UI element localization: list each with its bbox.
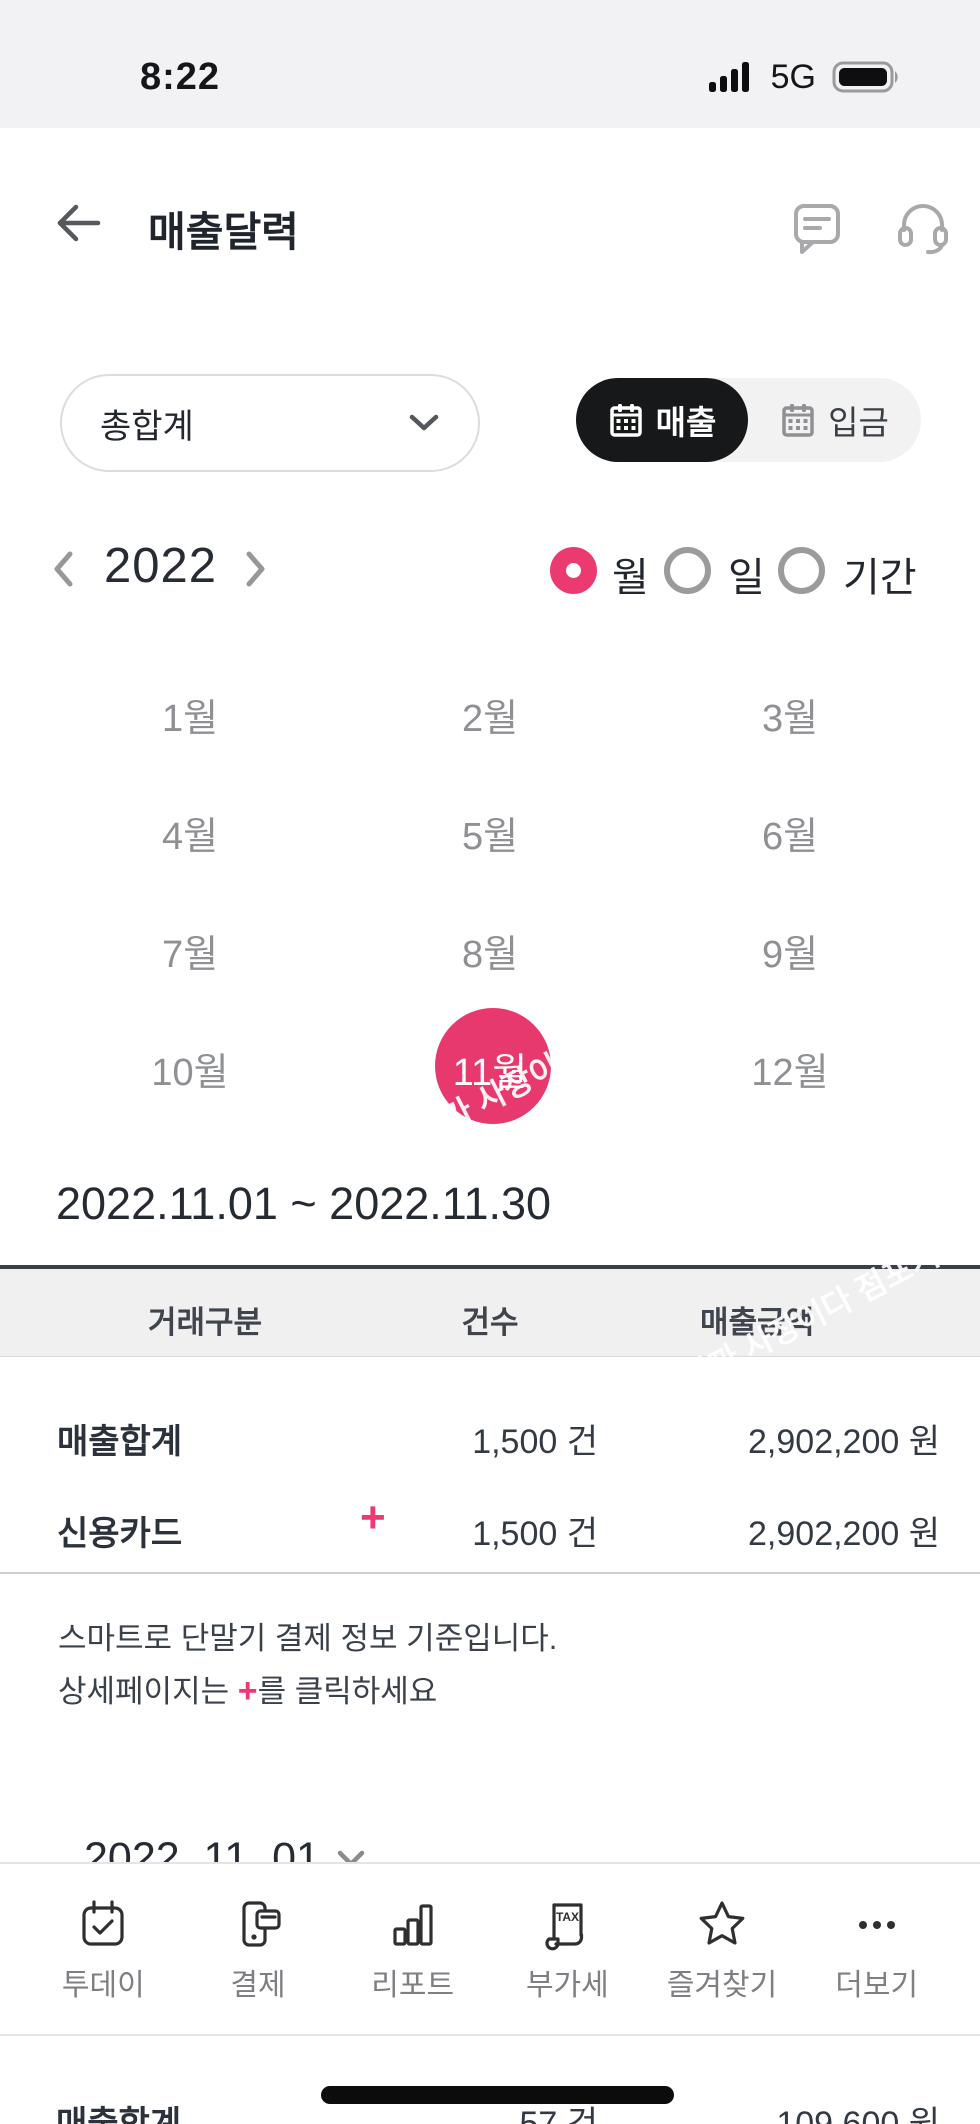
month-cell-9[interactable]: 9월	[761, 933, 819, 976]
tab-today-label: 투데이	[61, 1969, 145, 2002]
divider	[0, 1572, 980, 1574]
month-cell-5[interactable]: 5월	[461, 815, 519, 858]
month-cell-2[interactable]: 2월	[461, 697, 519, 740]
month-cell-10[interactable]: 10월	[151, 1051, 229, 1094]
summary-type-dropdown[interactable]: 총합계	[60, 374, 480, 472]
row-amount-value: 2,902,200 원	[748, 1515, 940, 1553]
month-cell-7[interactable]: 7월	[161, 933, 219, 976]
tab-today[interactable]: 투데이	[26, 1864, 181, 2034]
status-icons: 5G	[708, 57, 902, 97]
tab-report-label: 리포트	[371, 1969, 455, 2002]
tab-payment-label: 결제	[230, 1969, 286, 2002]
tab-favorites-label: 즐겨찾기	[666, 1969, 778, 2002]
bottom-row-count: 57 건	[519, 2105, 598, 2124]
bottom-row-type: 매출합계	[56, 2105, 182, 2124]
bottom-row-amount: 109,600 원	[776, 2105, 940, 2124]
month-cell-1[interactable]: 1월	[161, 697, 219, 740]
star-icon	[695, 1898, 749, 1952]
tab-vat[interactable]: TAX 부가세	[490, 1864, 645, 2034]
year-label: 2022	[104, 539, 218, 593]
tab-deposit[interactable]: 입금	[748, 378, 921, 462]
row-amount-value: 2,902,200 원	[748, 1423, 940, 1461]
tab-vat-label: 부가세	[525, 1969, 609, 2002]
back-button[interactable]	[52, 200, 104, 246]
note-line-2: 상세페이지는 +를 클릭하세요	[58, 1666, 437, 1711]
chat-button[interactable]	[788, 198, 846, 256]
clock: 8:22	[140, 55, 221, 98]
tab-sales-label: 매출	[655, 404, 717, 441]
calendar-icon	[608, 402, 644, 438]
radio-day-label: 일	[728, 556, 765, 600]
svg-text:TAX: TAX	[556, 1910, 579, 1924]
col-header-amount: 매출금액	[699, 1305, 815, 1340]
month-grid: 1월 2월 3월 4월 5월 6월 7월 8월 9월 10월 11월 12월	[40, 655, 940, 1127]
selected-month-circle	[435, 1008, 551, 1124]
home-indicator[interactable]	[321, 2086, 674, 2104]
col-header-type: 거래구분	[147, 1305, 263, 1340]
tab-more[interactable]: 더보기	[799, 1864, 954, 2034]
radio-month-label: 월	[612, 556, 649, 600]
chat-bubble-icon	[788, 198, 846, 256]
row-count-value: 1,500 건	[472, 1423, 598, 1461]
row-type-label: 매출합계	[57, 1423, 183, 1461]
headset-icon	[894, 198, 952, 256]
radio-day[interactable]	[664, 547, 711, 594]
back-arrow-icon	[52, 200, 104, 246]
tax-receipt-icon: TAX	[540, 1898, 594, 1952]
tab-payment[interactable]: 결제	[181, 1864, 336, 2034]
radio-range-label: 기간	[843, 556, 917, 600]
calendar-check-icon	[76, 1898, 130, 1952]
bar-chart-icon	[386, 1898, 440, 1952]
month-cell-11[interactable]: 11월	[452, 1051, 528, 1094]
date-range-label: 2022.11.01 ~ 2022.11.30	[56, 1178, 552, 1229]
table-header: 거래구분 건수 매출금액	[0, 1265, 980, 1357]
summary-type-value: 총합계	[100, 407, 194, 446]
expand-detail-plus-button[interactable]: +	[360, 1493, 386, 1542]
ellipsis-icon	[850, 1898, 904, 1952]
plus-icon: +	[237, 1672, 258, 1710]
note-line-2-suffix: 를 클릭하세요	[257, 1674, 438, 1709]
month-cell-6[interactable]: 6월	[761, 815, 819, 858]
network-type-label: 5G	[770, 57, 816, 96]
tab-favorites[interactable]: 즐겨찾기	[645, 1864, 800, 2034]
status-bar: 8:22 5G	[0, 0, 980, 128]
tab-sales[interactable]: 매출	[576, 378, 748, 462]
chevron-down-icon	[408, 413, 440, 433]
radio-month[interactable]	[550, 547, 597, 594]
year-prev-button[interactable]	[52, 550, 76, 588]
tab-report[interactable]: 리포트	[335, 1864, 490, 2034]
support-button[interactable]	[894, 198, 952, 256]
radio-range[interactable]	[778, 547, 825, 594]
month-cell-4[interactable]: 4월	[161, 815, 219, 858]
note-line-1: 스마트로 단말기 결제 정보 기준입니다.	[58, 1621, 558, 1656]
month-cell-8[interactable]: 8월	[461, 933, 519, 976]
bottom-tab-bar: 투데이 결제 리포트	[0, 1862, 980, 2036]
month-cell-12[interactable]: 12월	[751, 1051, 829, 1094]
calendar-icon	[780, 402, 816, 438]
tab-deposit-label: 입금	[828, 404, 889, 441]
signal-strength-icon	[708, 60, 755, 94]
row-count-value: 1,500 건	[472, 1515, 598, 1553]
page-title: 매출달력	[148, 209, 299, 255]
month-cell-3[interactable]: 3월	[761, 697, 819, 740]
year-next-button[interactable]	[243, 550, 267, 588]
payment-icon	[231, 1898, 285, 1952]
note-line-2-prefix: 상세페이지는	[58, 1674, 238, 1709]
calendar-type-toggle: 매출 입금	[576, 378, 921, 462]
battery-icon	[832, 60, 902, 94]
col-header-count: 건수	[461, 1305, 519, 1340]
tab-more-label: 더보기	[835, 1969, 919, 2002]
row-type-label: 신용카드	[57, 1515, 183, 1553]
